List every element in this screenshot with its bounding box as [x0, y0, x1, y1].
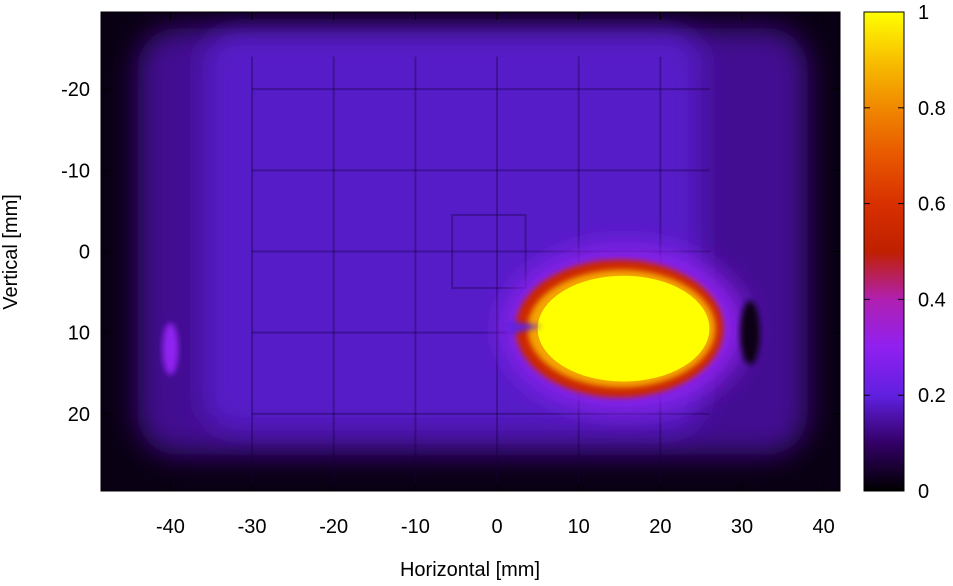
colorbar-tick-label: 0.2 — [918, 385, 946, 407]
y-tick-label: 10 — [68, 323, 90, 345]
colorbar-tick-label: 0.6 — [918, 194, 946, 216]
x-tick-label: 20 — [649, 516, 671, 538]
x-axis-label: Horizontal [mm] — [400, 559, 540, 581]
y-tick-label: -10 — [61, 160, 90, 182]
colorbar-tick-label: 0.4 — [918, 289, 946, 311]
x-tick-label: -20 — [319, 516, 348, 538]
y-tick-label: 0 — [79, 242, 90, 264]
x-tick-label: 30 — [731, 516, 753, 538]
bright-spot-notch — [505, 320, 542, 335]
heatmap-mesh — [251, 56, 710, 487]
left-hotspot — [162, 322, 179, 375]
colorbar-tick-label: 0.8 — [918, 98, 946, 120]
colorbar: 0 0.2 0.4 0.6 0.8 1 — [863, 2, 946, 503]
y-tick-label: -20 — [61, 79, 90, 101]
x-tick-label: 40 — [813, 516, 835, 538]
x-tick-label: 10 — [568, 516, 590, 538]
x-axis: -40 -30 -20 -10 0 10 20 30 40 — [156, 12, 835, 538]
plot-area — [100, 11, 841, 492]
x-tick-label: -30 — [238, 516, 267, 538]
bright-spot-core — [537, 275, 710, 382]
heatmap-field — [101, 12, 840, 491]
mesh-square — [451, 213, 527, 290]
x-tick-label: 0 — [491, 516, 502, 538]
x-tick-label: -40 — [156, 516, 185, 538]
x-tick-label: -10 — [401, 516, 430, 538]
dark-crescent — [740, 300, 761, 365]
y-axis: -20 -10 0 10 20 — [61, 79, 840, 426]
y-axis-label: Vertical [mm] — [0, 194, 22, 310]
colorbar-gradient — [863, 11, 905, 492]
colorbar-tick-label: 0 — [918, 481, 929, 503]
y-tick-label: 20 — [68, 404, 90, 426]
colorbar-tick-label: 1 — [918, 2, 929, 24]
